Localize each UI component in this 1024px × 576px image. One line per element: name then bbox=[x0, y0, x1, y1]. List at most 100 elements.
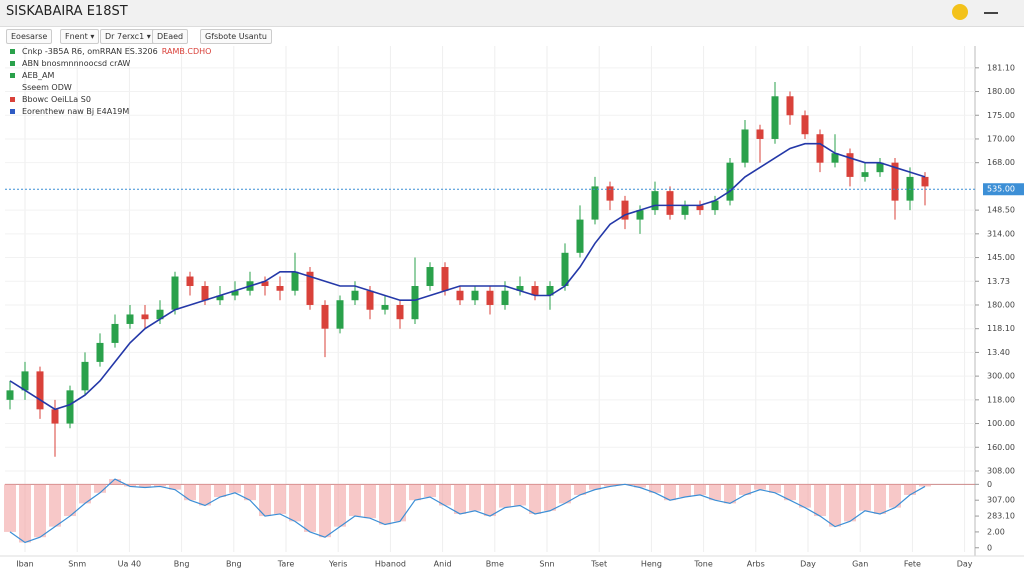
candle-body bbox=[141, 314, 149, 320]
osc-bar bbox=[244, 484, 256, 501]
osc-bar bbox=[904, 484, 916, 495]
x-tick-label: Bng bbox=[174, 560, 190, 569]
osc-bar bbox=[424, 484, 436, 498]
y-tick-label: 181.10 bbox=[987, 63, 1015, 72]
osc-bar bbox=[94, 484, 106, 493]
candle-body bbox=[516, 286, 524, 291]
legend-text: Cnkp -3B5A R6, omRRAN ES.3206 bbox=[22, 47, 158, 56]
osc-bar bbox=[889, 484, 901, 508]
osc-bar bbox=[649, 484, 661, 493]
candle-body bbox=[171, 276, 179, 310]
menu-button[interactable] bbox=[984, 12, 998, 14]
osc-bar bbox=[754, 484, 766, 490]
osc-bar bbox=[604, 484, 616, 487]
osc-bar bbox=[364, 484, 376, 519]
toolbar-button[interactable]: DEaed bbox=[152, 29, 189, 44]
x-tick-label: Tset bbox=[590, 560, 607, 569]
candle-body bbox=[351, 290, 359, 301]
x-tick-label: Fete bbox=[904, 560, 921, 569]
candle-body bbox=[546, 286, 554, 296]
y-tick-label: 145.00 bbox=[987, 253, 1015, 262]
candle-body bbox=[111, 323, 119, 343]
osc-bar bbox=[634, 484, 646, 488]
candle-body bbox=[381, 304, 389, 310]
osc-bar bbox=[814, 484, 826, 517]
candle-body bbox=[786, 96, 794, 116]
osc-bar bbox=[349, 484, 361, 517]
candle-body bbox=[276, 286, 284, 291]
legend-entry: Bbowc OeiLLa S0 bbox=[10, 94, 211, 106]
y-tick-label: 175.00 bbox=[987, 111, 1015, 120]
x-tick-label: Bme bbox=[486, 560, 504, 569]
x-tick-label: Anid bbox=[434, 560, 452, 569]
osc-bar bbox=[229, 484, 241, 493]
candle-body bbox=[576, 219, 584, 253]
y-tick-label: 168.00 bbox=[987, 158, 1015, 167]
toolbar-button[interactable]: Fnent ▾ bbox=[60, 29, 100, 44]
y-tick-label: 180.00 bbox=[987, 300, 1015, 309]
y-tick-label: 308.00 bbox=[987, 466, 1015, 475]
osc-bar bbox=[724, 484, 736, 504]
candle-body bbox=[696, 205, 704, 211]
candle-body bbox=[921, 176, 929, 187]
toolbar-button[interactable]: Eoesarse bbox=[6, 29, 53, 44]
osc-bar bbox=[829, 484, 841, 527]
osc-bar bbox=[439, 484, 451, 506]
osc-bar bbox=[484, 484, 496, 517]
legend-swatch bbox=[10, 97, 15, 102]
osc-bar bbox=[184, 484, 196, 501]
x-tick-label: Snn bbox=[539, 560, 554, 569]
candle-body bbox=[411, 286, 419, 320]
legend-swatch bbox=[10, 61, 15, 66]
candle-body bbox=[321, 304, 329, 329]
candle-body bbox=[306, 271, 314, 305]
candle-body bbox=[471, 290, 479, 301]
osc-bar bbox=[154, 484, 166, 487]
y-tick-label: 180.00 bbox=[987, 87, 1015, 96]
oscillator-line bbox=[9, 478, 926, 544]
osc-bar bbox=[559, 484, 571, 504]
osc-tick-label: 0 bbox=[987, 480, 992, 489]
osc-bar bbox=[499, 484, 511, 508]
osc-bar bbox=[574, 484, 586, 495]
x-tick-label: Tare bbox=[277, 560, 295, 569]
osc-tick-label: 307.00 bbox=[987, 496, 1015, 505]
osc-bar bbox=[289, 484, 301, 522]
candle-body bbox=[726, 162, 734, 201]
osc-bar bbox=[124, 484, 136, 487]
candle-body bbox=[66, 390, 74, 424]
candle-body bbox=[21, 371, 29, 391]
toolbar: Eoesarse Fnent ▾ Dr 7erxc1 ▾ DEaed Gfsbote U… bbox=[0, 27, 1024, 45]
osc-bar bbox=[544, 484, 556, 511]
x-tick-label: Yeris bbox=[328, 560, 347, 569]
candle-body bbox=[396, 304, 404, 320]
x-tick-label: Arbs bbox=[747, 560, 765, 569]
osc-bar bbox=[319, 484, 331, 538]
toolbar-button[interactable]: Dr 7erxc1 ▾ bbox=[100, 29, 156, 44]
candle-body bbox=[831, 153, 839, 163]
osc-bar bbox=[874, 484, 886, 514]
osc-bar bbox=[304, 484, 316, 532]
legend-text: AEB_AM bbox=[22, 71, 55, 80]
legend-entry: Cnkp -3B5A R6, omRRAN ES.3206 RAMB.CDHO bbox=[10, 46, 211, 58]
candle-body bbox=[816, 134, 824, 163]
legend-swatch bbox=[10, 73, 15, 78]
osc-tick-label: 283.10 bbox=[987, 512, 1015, 521]
osc-bar bbox=[409, 484, 421, 501]
moving-average-line bbox=[9, 142, 926, 411]
candle-body bbox=[366, 290, 374, 310]
candle-body bbox=[666, 191, 674, 215]
candle-body bbox=[636, 210, 644, 220]
osc-bar bbox=[379, 484, 391, 525]
legend-text: Sseem ODW bbox=[22, 83, 72, 92]
legend-entry: Eorenthew naw Bj E4A19M bbox=[10, 106, 211, 118]
status-icon[interactable] bbox=[952, 4, 968, 20]
toolbar-button[interactable]: Gfsbote Usantu bbox=[200, 29, 272, 44]
candle-body bbox=[591, 186, 599, 220]
y-tick-label: 170.00 bbox=[987, 134, 1015, 143]
y-tick-label: 118.00 bbox=[987, 395, 1015, 404]
candle-body bbox=[651, 191, 659, 211]
candle-body bbox=[456, 290, 464, 301]
osc-bar bbox=[34, 484, 46, 538]
osc-bar bbox=[214, 484, 226, 498]
